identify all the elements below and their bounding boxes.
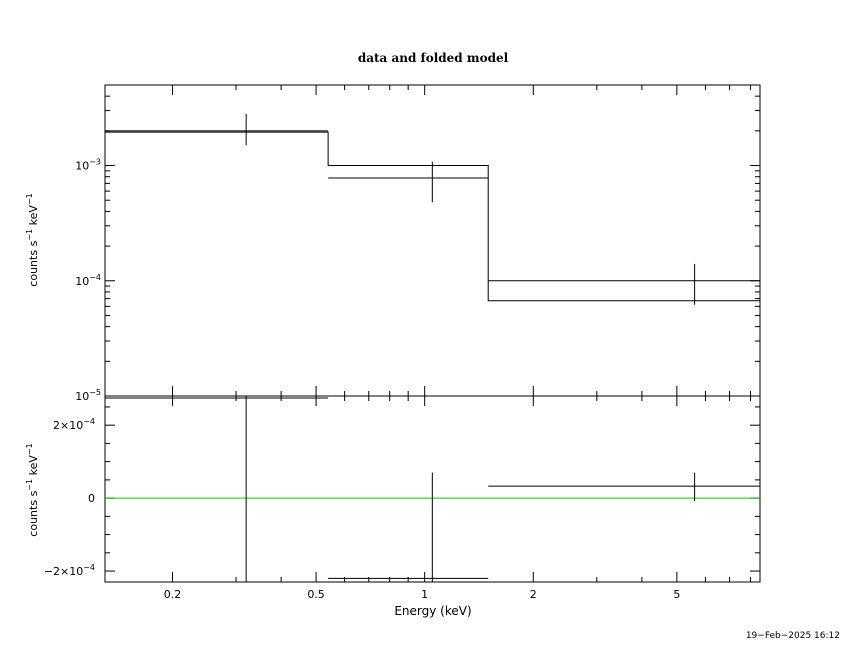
timestamp: 19−Feb−2025 16:12 <box>746 631 840 641</box>
data-point <box>488 263 760 305</box>
y-tick-label: 2×10−4 <box>53 417 95 432</box>
data-point <box>328 161 489 203</box>
x-tick-label: 0.2 <box>164 588 182 601</box>
top-panel: 10−5 10−4 10−3 counts s−1 keV−1 <box>25 84 761 403</box>
residual-point <box>328 472 489 582</box>
y-tick-label: −2×10−4 <box>44 563 95 578</box>
bottom-y-axis-label: counts s−1 keV−1 <box>25 443 40 536</box>
y-tick-label: 10−4 <box>75 273 101 288</box>
x-tick-label: 2 <box>530 588 537 601</box>
x-tick-label: 5 <box>673 588 680 601</box>
model-step-line <box>105 131 760 302</box>
x-axis-label: Energy (keV) <box>394 604 471 618</box>
chart-title: data and folded model <box>358 51 509 65</box>
residual-point <box>488 472 760 502</box>
data-point <box>105 114 329 146</box>
top-y-axis-label: counts s−1 keV−1 <box>25 193 40 286</box>
y-tick-label: 0 <box>88 492 95 505</box>
y-tick-label: 10−5 <box>75 388 101 403</box>
x-tick-label: 0.5 <box>307 588 325 601</box>
y-tick-label: 10−3 <box>75 158 101 173</box>
bottom-panel: 0.2 0.5 1 2 5 2×10−4 0 −2×10−4 counts s−1 keV−1 <box>25 395 761 601</box>
x-tick-label: 1 <box>421 588 428 601</box>
residual-point <box>105 396 329 582</box>
